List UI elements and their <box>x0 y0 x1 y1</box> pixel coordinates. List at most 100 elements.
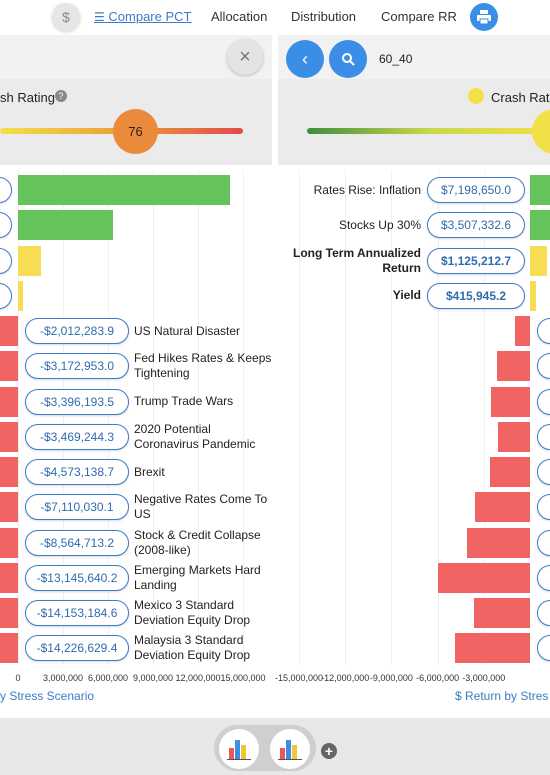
nav-compare-rr[interactable]: Compare RR <box>381 9 457 24</box>
bar <box>18 280 23 311</box>
close-button[interactable]: × <box>227 39 263 75</box>
x-tick-label: 15,000,000 <box>220 673 266 683</box>
value-pill[interactable] <box>537 564 550 591</box>
value-pill[interactable] <box>537 318 550 344</box>
value-pill[interactable]: $1,125,212.7 <box>427 247 525 274</box>
search-icon <box>342 53 355 66</box>
value-pill[interactable] <box>537 600 550 626</box>
grid-line <box>345 170 347 665</box>
grid-line <box>18 170 19 665</box>
value-pill[interactable] <box>537 494 550 521</box>
bar <box>466 527 530 558</box>
x-tick-label: -15,000,000 <box>274 673 324 683</box>
x-tick-label: 12,000,000 <box>175 673 221 683</box>
scenario-label: Stocks Up 30% <box>338 217 421 232</box>
value-pill[interactable]: -$3,396,193.5 <box>25 388 129 415</box>
bar <box>0 421 18 452</box>
print-button[interactable] <box>470 3 498 31</box>
x-tick-label: 3,000,000 <box>42 673 84 683</box>
bar <box>18 245 41 276</box>
bar <box>530 175 550 205</box>
bar <box>0 316 18 346</box>
bar <box>0 562 18 593</box>
value-pill[interactable] <box>537 635 550 662</box>
rating-text: sh Rating <box>0 90 55 105</box>
grid-line <box>483 170 485 665</box>
value-pill[interactable] <box>537 459 550 485</box>
bar <box>530 245 548 276</box>
search-button[interactable] <box>329 40 367 78</box>
dollar-button[interactable]: $ <box>52 3 80 31</box>
value-pill[interactable]: $3,507,332.6 <box>427 212 525 239</box>
bar <box>514 316 530 346</box>
scenario-label: 2020 Potential Coronavirus Pandemic <box>134 421 256 451</box>
divider <box>272 35 278 718</box>
value-pill[interactable]: -$14,226,629.4 <box>25 635 129 662</box>
value-pill[interactable]: -$8,564,713.2 <box>25 529 129 556</box>
bar <box>0 598 18 628</box>
grid-line <box>243 170 244 665</box>
value-pill[interactable]: -$13,145,640.2 <box>25 564 129 591</box>
value-pill[interactable]: -$3,172,953.0 <box>25 353 129 380</box>
scenario-label: Mexico 3 Standard Deviation Equity Drop <box>134 598 251 627</box>
x-tick-label: -12,000,000 <box>321 673 370 683</box>
grid-line <box>299 170 300 665</box>
bar <box>0 492 18 523</box>
value-pill[interactable] <box>0 177 12 203</box>
bar <box>455 633 530 664</box>
value-pill[interactable] <box>537 423 550 450</box>
bar <box>0 386 18 417</box>
value-pill[interactable]: -$14,153,184.6 <box>25 600 129 626</box>
bar <box>496 351 530 382</box>
value-pill[interactable] <box>537 353 550 380</box>
grid-line <box>153 170 154 665</box>
chart-button[interactable] <box>219 729 259 769</box>
right-rating-area <box>278 79 550 165</box>
rating-label: Crash Rati <box>491 90 550 105</box>
value-pill[interactable] <box>0 212 12 239</box>
bar <box>18 175 230 205</box>
rating-label: sh Rating ? <box>0 90 67 105</box>
scenario-label: Negative Rates Come To US <box>134 492 268 522</box>
value-pill[interactable]: -$2,012,283.9 <box>25 318 129 344</box>
bar <box>530 210 550 241</box>
value-pill[interactable]: $415,945.2 <box>427 282 525 309</box>
nav-distribution[interactable]: Distribution <box>291 9 357 24</box>
portfolio-name: 60_40 <box>379 52 413 66</box>
value-pill[interactable]: $7,198,650.0 <box>427 177 525 203</box>
grid-line <box>198 170 199 665</box>
value-pill[interactable] <box>537 388 550 415</box>
x-tick-label: -3,000,000 <box>462 673 506 683</box>
value-pill[interactable]: -$4,573,138.7 <box>25 459 129 485</box>
bar <box>0 633 18 664</box>
scenario-label: Stock & Credit Collapse (2008-like) <box>134 527 261 557</box>
scenario-label: Long Term Annualized Return <box>293 245 421 275</box>
slider-knob[interactable] <box>532 109 550 154</box>
grid-line <box>391 170 393 665</box>
grid-line <box>63 170 64 665</box>
bar <box>489 457 530 487</box>
back-button[interactable]: ‹ <box>286 40 324 78</box>
nav-compare-pct[interactable]: ☰ Compare PCT <box>94 9 191 24</box>
scenario-label: Yield <box>392 288 421 303</box>
x-tick-label: 9,000,000 <box>132 673 174 683</box>
scenario-label: Brexit <box>134 464 165 479</box>
value-pill[interactable]: -$7,110,030.1 <box>25 494 129 521</box>
chart-button[interactable] <box>270 729 310 769</box>
value-pill[interactable] <box>0 247 12 274</box>
bar <box>473 598 530 628</box>
add-button[interactable]: + <box>321 743 337 759</box>
help-icon[interactable]: ? <box>54 90 67 102</box>
nav-allocation[interactable]: Allocation <box>211 9 268 24</box>
bar <box>530 280 537 311</box>
scenario-label: Emerging Markets Hard Landing <box>134 562 261 592</box>
value-pill[interactable] <box>537 529 550 556</box>
slider-track <box>307 128 550 134</box>
bar <box>18 210 113 241</box>
value-pill[interactable]: -$3,469,244.3 <box>25 423 129 450</box>
bar <box>475 492 530 523</box>
chart-icon <box>227 740 251 760</box>
slider-knob[interactable]: 76 <box>113 109 158 154</box>
value-pill[interactable] <box>0 282 12 309</box>
